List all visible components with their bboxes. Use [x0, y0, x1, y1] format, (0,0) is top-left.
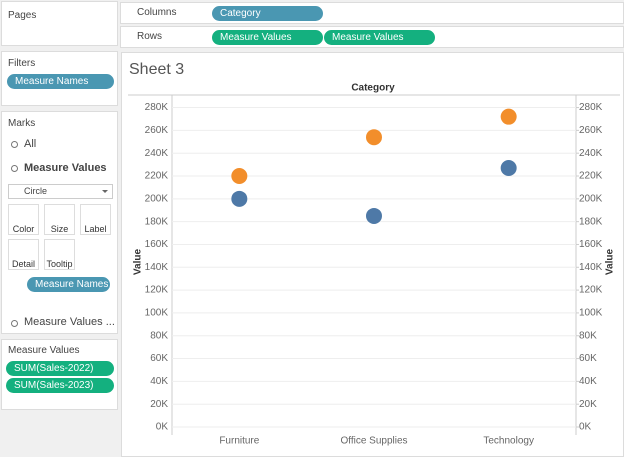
row-pill[interactable]: Measure Values: [212, 30, 323, 45]
dot: [231, 190, 248, 207]
y2-tick-label: 40K: [579, 376, 597, 387]
y-tick-label: 220K: [145, 171, 169, 182]
x-axis-title: Category: [351, 83, 395, 94]
marks-measure-values[interactable]: Measure Values: [24, 162, 107, 174]
panel-title: Marks: [8, 118, 36, 129]
dot: [500, 160, 517, 177]
panel-title: Pages: [8, 10, 37, 21]
shelf-label: Rows: [137, 31, 163, 42]
y2-tick-label: 260K: [579, 125, 603, 136]
y-tick-label: 240K: [145, 148, 169, 159]
y2-tick-label: 100K: [579, 308, 603, 319]
y2-tick-label: 20K: [579, 399, 597, 410]
label-button[interactable]: Label: [80, 204, 111, 235]
panel-title: Measure Values: [8, 345, 80, 356]
columns-shelf: Columns Category: [120, 2, 624, 24]
color-pill[interactable]: Measure Names: [27, 277, 110, 292]
marks-all[interactable]: All: [24, 138, 37, 150]
y-tick-label: 20K: [150, 399, 168, 410]
x-tick-label: Technology: [483, 436, 534, 447]
dot: [366, 207, 382, 224]
y2-tick-label: 0K: [579, 422, 592, 433]
mark-type-dropdown[interactable]: Circle: [8, 184, 113, 199]
measure-pill[interactable]: SUM(Sales-2023): [6, 378, 114, 393]
y-tick-label: 80K: [150, 330, 168, 341]
y-tick-label: 260K: [145, 125, 169, 136]
tooltip-button[interactable]: Tooltip: [44, 239, 75, 270]
panel-title: Filters: [8, 58, 36, 69]
color-button[interactable]: Color: [8, 204, 39, 235]
dot: [366, 129, 382, 146]
dropdown-arrow: [102, 190, 108, 196]
sheet-title: Sheet 3: [129, 61, 185, 78]
y-tick-label: 200K: [145, 193, 169, 204]
y2-tick-label: 160K: [579, 239, 603, 250]
detail-button[interactable]: Detail: [8, 239, 39, 270]
y2-tick-label: 220K: [579, 171, 603, 182]
marks-more[interactable]: Measure Values ...: [24, 316, 115, 328]
y2-tick-label: 240K: [579, 148, 603, 159]
rows-shelf: Rows Measure Values Measure Values: [120, 26, 624, 48]
column-pill[interactable]: Category: [212, 6, 323, 21]
y2-tick-label: 180K: [579, 216, 603, 227]
y2-tick-label: 140K: [579, 262, 603, 273]
y-tick-label: 60K: [150, 353, 168, 364]
radio[interactable]: [11, 165, 18, 172]
y-axis-title: Value: [133, 249, 144, 276]
filters-panel: Filters Measure Names: [1, 51, 118, 106]
y2-tick-label: 200K: [579, 193, 603, 204]
x-tick-label: Office Supplies: [340, 436, 407, 447]
y-tick-label: 280K: [145, 102, 169, 113]
x-tick-label: Furniture: [219, 436, 259, 447]
shelf-label: Columns: [137, 7, 177, 18]
y2-tick-label: 280K: [579, 102, 603, 113]
measure-pill[interactable]: SUM(Sales-2022): [6, 361, 114, 376]
sheet: Sheet 3: [121, 52, 624, 457]
y-tick-label: 160K: [145, 239, 169, 250]
y2-tick-label: 80K: [579, 330, 597, 341]
size-button[interactable]: Size: [44, 204, 75, 235]
y-tick-label: 100K: [145, 308, 169, 319]
y-tick-label: 120K: [145, 285, 169, 296]
y-tick-label: 180K: [145, 216, 169, 227]
y2-tick-label: 120K: [579, 285, 603, 296]
y2-tick-label: 60K: [579, 353, 597, 364]
y-tick-label: 40K: [150, 376, 168, 387]
y-tick-label: 0K: [156, 422, 169, 433]
dot: [231, 168, 248, 185]
y-tick-label: 140K: [145, 262, 169, 273]
radio[interactable]: [11, 141, 18, 148]
marks-panel: Marks All Measure Values Circle Color Si…: [1, 111, 118, 334]
mark-type: Circle: [24, 186, 48, 196]
radio[interactable]: [11, 320, 18, 327]
pages-panel: Pages: [1, 1, 118, 46]
y2-axis-title: Value: [605, 249, 616, 276]
row-pill[interactable]: Measure Values: [324, 30, 435, 45]
dot: [500, 108, 517, 125]
measure-values-panel: Measure Values SUM(Sales-2022) SUM(Sales…: [1, 339, 118, 410]
filter-pill[interactable]: Measure Names: [7, 74, 114, 89]
